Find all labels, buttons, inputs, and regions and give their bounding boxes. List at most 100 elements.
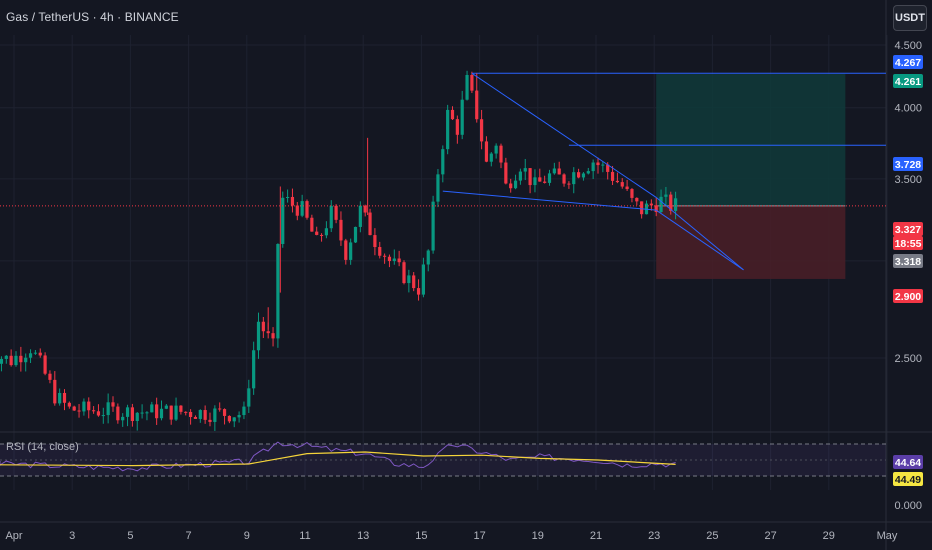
candle bbox=[252, 341, 256, 395]
candle-body bbox=[130, 407, 134, 422]
candle bbox=[261, 317, 265, 339]
x-tick-label: 9 bbox=[244, 530, 250, 542]
candle bbox=[368, 208, 372, 236]
candle bbox=[586, 167, 590, 175]
candle-body bbox=[358, 205, 362, 227]
candle-body bbox=[416, 288, 421, 295]
candle-body bbox=[101, 415, 105, 417]
rsi-indicator-label[interactable]: RSI (14, close) bbox=[6, 441, 79, 453]
candle bbox=[106, 393, 110, 424]
candle bbox=[19, 346, 23, 372]
candle-body bbox=[67, 402, 71, 407]
candle bbox=[562, 173, 566, 187]
target-zone bbox=[656, 74, 846, 206]
candle bbox=[24, 353, 28, 372]
candle-body bbox=[383, 255, 387, 257]
candle bbox=[218, 402, 222, 412]
candle bbox=[38, 348, 42, 358]
rsi-tag-bg bbox=[893, 455, 923, 469]
candle bbox=[581, 172, 586, 181]
candle-body bbox=[193, 416, 198, 419]
candle-body bbox=[179, 405, 183, 412]
candle-body bbox=[14, 355, 18, 366]
candle-body bbox=[387, 256, 392, 262]
currency-button[interactable]: USDT bbox=[893, 5, 927, 31]
candle-body bbox=[198, 410, 202, 419]
candle-body bbox=[218, 408, 222, 410]
candle bbox=[465, 70, 469, 101]
candle bbox=[140, 404, 144, 419]
candle-body bbox=[300, 201, 304, 216]
candle bbox=[446, 104, 450, 155]
candle-body bbox=[24, 357, 28, 363]
candle bbox=[654, 197, 658, 217]
candle-body bbox=[9, 355, 13, 366]
candle bbox=[412, 272, 416, 292]
rsi-line bbox=[0, 441, 676, 472]
candle bbox=[640, 201, 644, 219]
candle-body bbox=[252, 350, 256, 389]
candle bbox=[125, 404, 130, 427]
candle-body bbox=[28, 353, 33, 358]
candle bbox=[431, 195, 435, 254]
candle bbox=[533, 169, 537, 193]
candle-body bbox=[436, 174, 440, 202]
rsi-pane bbox=[0, 441, 886, 477]
candle bbox=[620, 178, 624, 189]
candle bbox=[169, 405, 173, 425]
candle-body bbox=[625, 186, 629, 190]
candle-body bbox=[140, 412, 144, 414]
candle-body bbox=[577, 172, 581, 178]
candle bbox=[150, 401, 154, 413]
candle bbox=[509, 178, 513, 193]
price-tag-bg bbox=[893, 254, 923, 268]
candle-body bbox=[329, 205, 333, 229]
candle-body bbox=[615, 180, 619, 183]
candle bbox=[198, 409, 202, 423]
candle bbox=[577, 168, 581, 179]
candle-body bbox=[610, 171, 615, 181]
candle bbox=[543, 175, 547, 184]
wedge-line bbox=[471, 72, 657, 198]
candle bbox=[601, 161, 605, 173]
candle-body bbox=[169, 405, 173, 420]
candle bbox=[193, 415, 198, 419]
candle-body bbox=[407, 275, 411, 284]
price-tag: 3.327 bbox=[893, 222, 923, 236]
candle bbox=[130, 403, 134, 427]
price-tag-text: 3.327 bbox=[895, 224, 921, 236]
candle bbox=[523, 158, 527, 181]
candle-body bbox=[378, 247, 382, 256]
candle-body bbox=[125, 407, 130, 417]
candle bbox=[450, 106, 455, 120]
candle-body bbox=[237, 415, 241, 418]
candle bbox=[591, 159, 595, 179]
candle-body bbox=[581, 173, 586, 178]
candle bbox=[513, 174, 518, 190]
candle-body bbox=[431, 201, 435, 251]
candle-body bbox=[256, 321, 261, 351]
candle bbox=[392, 249, 396, 265]
candle-body bbox=[659, 196, 663, 213]
candle-body bbox=[290, 196, 295, 206]
price-tag: 3.318 bbox=[893, 254, 923, 268]
price-tag-text: 3.318 bbox=[895, 256, 921, 268]
candle bbox=[383, 253, 387, 264]
candle bbox=[494, 143, 498, 159]
candle-body bbox=[247, 388, 251, 407]
candle-body bbox=[174, 405, 178, 420]
y-tick-label: 4.000 bbox=[894, 103, 922, 115]
candle-body bbox=[533, 177, 537, 186]
candle-body bbox=[58, 392, 62, 404]
candle-body bbox=[222, 409, 227, 416]
candle-body bbox=[48, 373, 52, 380]
candle bbox=[455, 115, 459, 144]
candle bbox=[87, 397, 91, 419]
candle-body bbox=[552, 168, 556, 174]
y-tick-label: 2.500 bbox=[894, 353, 922, 365]
candle-body bbox=[116, 406, 120, 421]
candle-body bbox=[38, 352, 42, 356]
candle-body bbox=[674, 198, 678, 211]
candle bbox=[310, 214, 314, 232]
